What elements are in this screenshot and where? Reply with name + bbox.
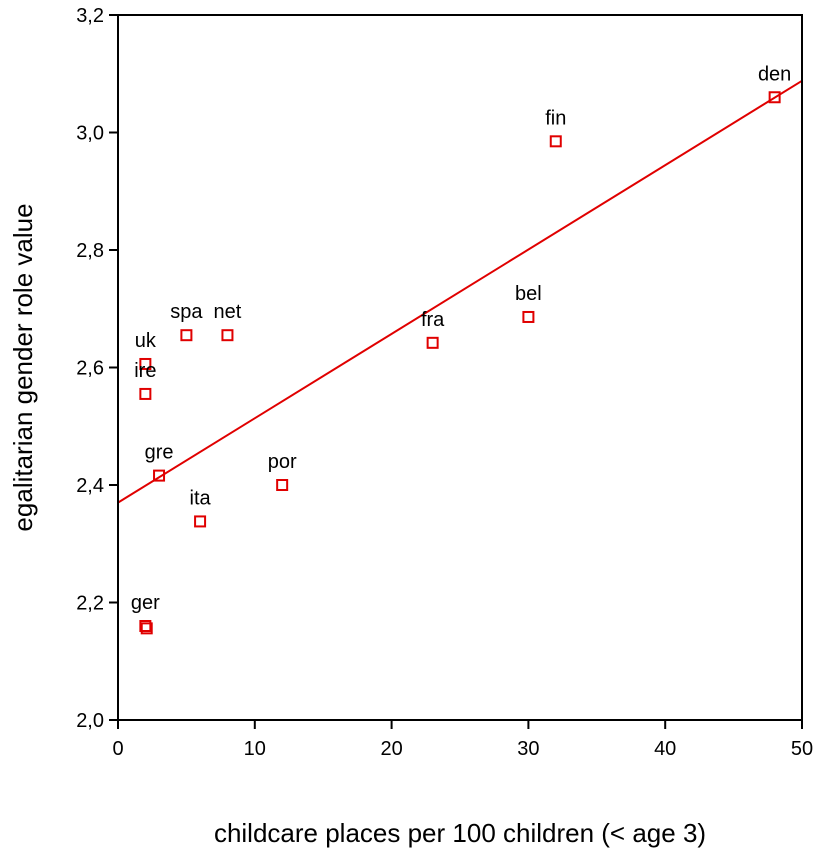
data-point-label: net [214,301,242,323]
data-point-marker [140,622,153,635]
regression-line [117,79,803,504]
points-layer: den fin bel fra spa net uk ire gre por ita ger [131,63,791,635]
data-point-label: fin [545,107,566,129]
x-tick-label: 20 [380,738,402,760]
data-point-marker [768,91,781,104]
data-point-marker [139,357,152,370]
data-point-marker [139,620,152,632]
data-point-marker [549,135,562,148]
data-point-marker [139,387,152,400]
y-tick-label: 2,4 [76,475,104,497]
plot-frame [117,14,803,721]
data-point-label: uk [135,330,157,352]
fit-line-layer [117,79,803,504]
y-tick-label: 2,6 [76,358,104,380]
data-point-marker [194,515,207,528]
y-tick-label: 2,2 [76,593,104,615]
data-point-marker [426,336,439,349]
y-tick-label: 2,8 [76,240,104,262]
data-point-label: ita [190,487,212,509]
x-tick-label: 10 [244,738,266,760]
y-tick-label: 3,0 [76,123,104,145]
data-point-label: gre [145,442,174,464]
y-axis-title: egalitarian gender role value [8,203,38,531]
data-point-label: fra [421,309,445,331]
x-axis-title: childcare places per 100 children (< age… [214,818,706,848]
axes-layer: 2,0 2,2 2,4 2,6 2,8 3,0 3,2 0 10 20 30 40 50 [76,5,813,760]
x-tick-label: 50 [791,738,813,760]
data-point-marker [276,479,289,491]
data-point-marker [522,310,535,323]
y-tick-label: 2,0 [76,710,104,732]
data-point-marker [221,329,234,342]
x-tick-label: 40 [654,738,676,760]
data-point-label: ire [134,360,156,382]
data-point-label: spa [170,301,203,323]
data-point-label: por [268,451,297,473]
x-tick-label: 0 [112,738,123,760]
y-tick-label: 3,2 [76,5,104,27]
data-point-label: bel [515,283,542,305]
x-tick-label: 30 [517,738,539,760]
data-point-label: den [758,63,791,85]
data-point-marker [180,329,193,342]
data-point-marker [153,469,166,482]
data-point-label: ger [131,592,160,614]
